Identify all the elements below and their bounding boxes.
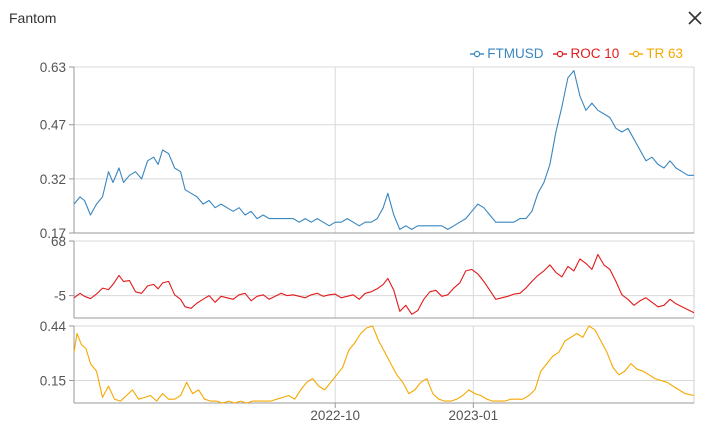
legend-label-tr: TR 63 — [646, 46, 683, 61]
y-tick-label: 0.47 — [40, 118, 66, 133]
legend-label-ftmusd: FTMUSD — [487, 46, 544, 61]
close-icon[interactable] — [686, 9, 704, 27]
y-tick-label: 0.17 — [40, 226, 66, 241]
x-tick-label: 2023-01 — [449, 408, 499, 423]
series-line-tr-63 — [73, 325, 695, 404]
x-tick-label: 2022-10 — [310, 408, 360, 423]
legend-swatch-tr — [629, 50, 644, 57]
y-tick-label: -5 — [54, 289, 66, 304]
y-tick-label: 0.44 — [40, 319, 67, 334]
window-title: Fantom — [9, 10, 57, 26]
legend-label-roc: ROC 10 — [570, 46, 620, 61]
legend-swatch-ftmusd — [470, 50, 485, 57]
y-tick-label: 68 — [51, 234, 66, 249]
y-tick-label: 0.15 — [40, 373, 66, 388]
series-line-ftmusd — [73, 70, 694, 230]
y-tick-label: 0.63 — [40, 60, 66, 75]
legend-item-roc[interactable]: ROC 10 — [553, 46, 619, 61]
legend-swatch-roc — [553, 50, 568, 57]
legend-item-ftmusd[interactable]: FTMUSD — [470, 46, 543, 61]
y-tick-label: 0.32 — [40, 172, 66, 187]
legend-item-tr[interactable]: TR 63 — [629, 46, 683, 61]
chart-legend: FTMUSD ROC 10 TR 63 — [470, 46, 683, 61]
series-line-roc-10 — [73, 253, 695, 315]
